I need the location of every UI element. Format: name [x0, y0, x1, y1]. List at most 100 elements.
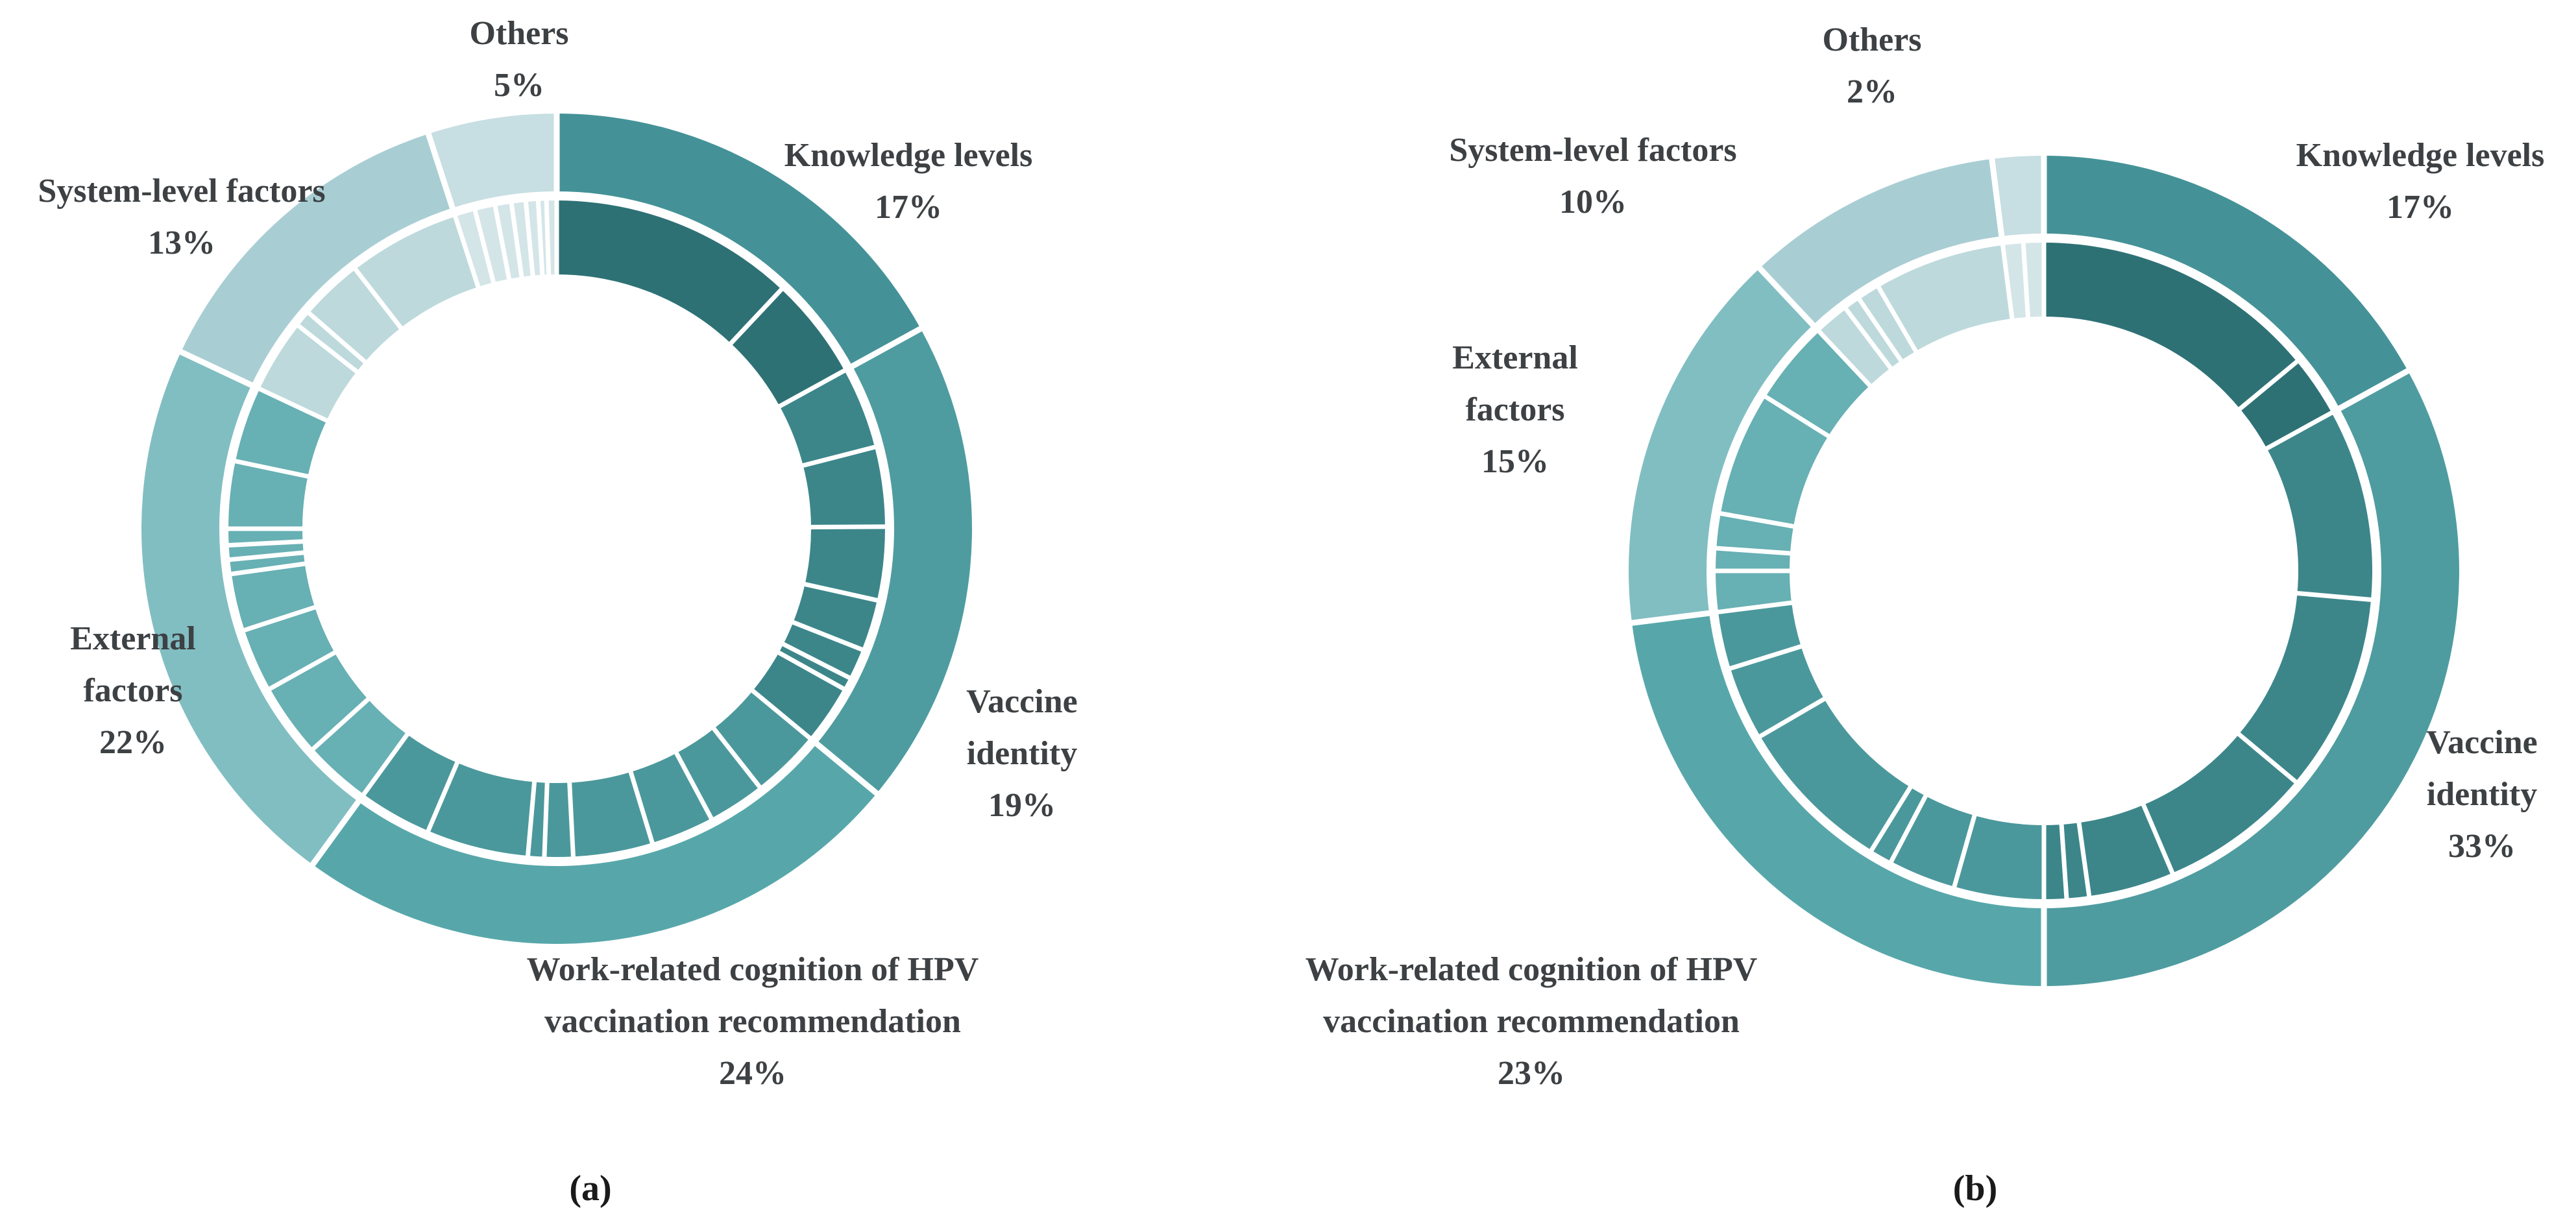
inner-subsegment-6-1 [455, 210, 494, 287]
inner-divider [1869, 785, 1913, 852]
inner-divider [1729, 644, 1803, 671]
inner-divider [2059, 823, 2069, 900]
inner-divider [353, 267, 404, 330]
outer-segment-others [428, 114, 557, 208]
inner-subsegment-4-1 [313, 699, 407, 795]
inner-divider [230, 561, 306, 577]
label-value: 17% [875, 189, 942, 226]
inner-subsegment-2-3 [2143, 734, 2296, 873]
label-value: 2% [1847, 73, 1897, 110]
inner-divider [1817, 330, 1872, 388]
inner-subsegment-4-4 [1720, 396, 1829, 527]
label-text: System-level factors [1449, 132, 1737, 169]
inner-divider [2238, 359, 2299, 411]
inner-divider [542, 782, 550, 858]
inner-subsegment-3-1 [1954, 815, 2044, 899]
inner-subsegment-3-3 [1871, 787, 1926, 862]
inner-divider [509, 202, 524, 278]
inner-divider [243, 605, 317, 633]
label-value: 19% [988, 787, 1056, 824]
inner-divider [1876, 285, 1919, 353]
inner-subsegment-3-5 [1730, 646, 1825, 736]
label-value: 33% [2448, 828, 2516, 865]
label-text: Work-related cognition of HPV [1305, 951, 1758, 988]
label-vaccine-identity-b: Vaccine identity 33% [2426, 717, 2537, 873]
inner-subsegment-3-6 [528, 782, 548, 857]
inner-divider [777, 368, 846, 409]
outer-divider [179, 349, 254, 389]
inner-subsegment-2-7 [753, 653, 844, 738]
subfigure-caption-b: (b) [1952, 1168, 1998, 1209]
inner-divider [801, 444, 876, 468]
inner-subsegment-3-2 [1891, 796, 1975, 887]
label-text: System-level factors [38, 173, 326, 210]
outer-segment-knowledge-levels [557, 114, 921, 367]
label-text: Vaccine [966, 683, 1078, 720]
inner-divider [1857, 297, 1904, 363]
outer-segment-external-factors [141, 352, 359, 865]
inner-divider [1764, 394, 1830, 439]
inner-subsegment-2-4 [2079, 804, 2173, 897]
inner-divider [729, 287, 784, 346]
inner-subsegment-5-2 [1845, 299, 1901, 368]
label-text: Knowledge levels [784, 137, 1033, 174]
inner-divider [228, 539, 304, 548]
inner-subsegment-2-5 [2061, 823, 2089, 898]
outer-segment-knowledge-levels [2044, 156, 2408, 409]
inner-divider [297, 323, 359, 374]
inner-subsegment-1-1 [557, 200, 782, 344]
inner-divider [492, 205, 512, 280]
label-text: vaccination recommendation [1323, 1003, 1740, 1040]
inner-divider [567, 782, 576, 858]
label-others-b: Others 2% [1822, 14, 1921, 118]
inner-subsegment-5-3 [309, 269, 401, 362]
inner-subsegment-2-2 [2239, 593, 2372, 782]
inner-divider [674, 751, 714, 820]
inner-subsegment-3-4 [1760, 699, 1911, 850]
label-vaccine-identity-a: Vaccine identity 19% [966, 676, 1077, 832]
label-work-related-a: Work-related cognition of HPV vaccinatio… [527, 944, 979, 1100]
inner-subsegment-4-1 [1716, 571, 1792, 612]
label-text: Others [469, 15, 569, 52]
inner-divider [2265, 410, 2333, 451]
outer-divider [1631, 610, 1710, 626]
inner-subsegment-3-2 [676, 729, 760, 819]
inner-subsegment-5-1 [1819, 309, 1891, 386]
outer-segment-external-factors [1629, 268, 1814, 623]
label-external-factors-a: External factors 22% [70, 613, 196, 769]
inner-subsegment-5-1 [260, 326, 357, 421]
label-text: factors [83, 672, 183, 709]
inner-divider [1719, 511, 1795, 529]
donut-chart-a [141, 113, 973, 944]
inner-subsegment-5-4 [355, 216, 478, 328]
inner-divider [2076, 821, 2092, 897]
label-value: 15% [1481, 443, 1549, 480]
outer-divider [850, 326, 923, 369]
inner-divider [535, 200, 545, 276]
label-value: 10% [1559, 184, 1627, 221]
inner-subsegment-3-3 [631, 753, 712, 843]
label-external-factors-b: External factors 15% [1452, 332, 1578, 488]
inner-subsegment-4-5 [1766, 332, 1870, 437]
label-value: 23% [1498, 1055, 1565, 1092]
inner-divider [1843, 307, 1893, 370]
label-text: External [1452, 339, 1578, 376]
label-text: Work-related cognition of HPV [526, 951, 979, 988]
inner-subsegment-2-1 [2266, 413, 2372, 600]
label-value: 13% [148, 224, 215, 261]
inner-divider [426, 761, 460, 832]
label-text: Knowledge levels [2296, 137, 2545, 174]
inner-subsegment-3-8 [363, 734, 457, 831]
inner-subsegment-2-2 [803, 447, 885, 527]
inner-divider [1717, 600, 1793, 615]
inner-divider [2021, 242, 2030, 318]
inner-divider [258, 386, 328, 423]
outer-segment-system-level-factors [180, 134, 453, 385]
inner-subsegment-1-1 [2044, 243, 2297, 409]
inner-divider [803, 581, 879, 603]
subfigure-caption-a: (a) [569, 1168, 612, 1209]
inner-subsegment-3-5 [544, 782, 574, 857]
inner-subsegment-2-5 [783, 622, 862, 678]
label-system-level-factors-b: System-level factors 10% [1449, 125, 1736, 228]
label-work-related-b: Work-related cognition of HPV vaccinatio… [1306, 944, 1758, 1100]
